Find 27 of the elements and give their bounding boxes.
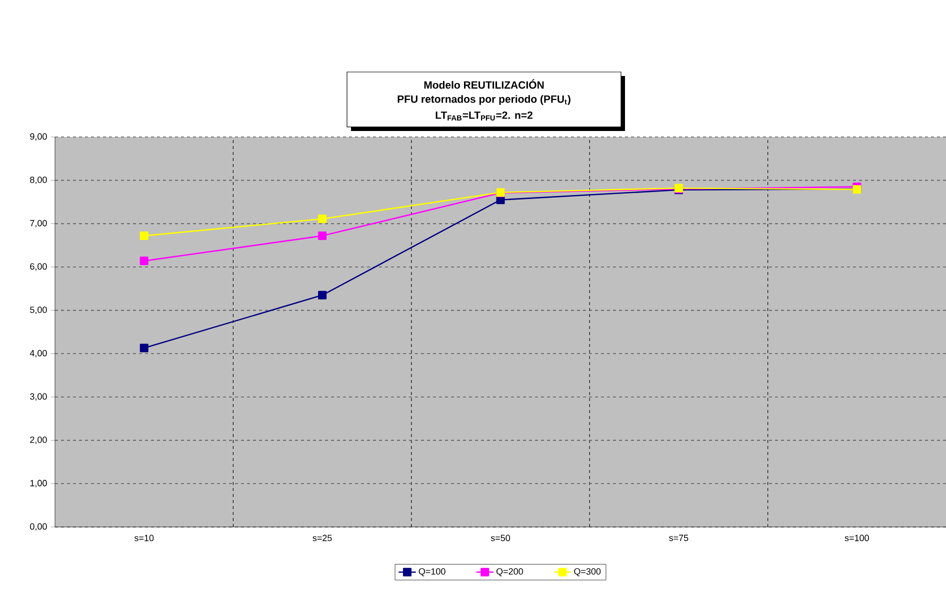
- y-tick-label: 6,00: [30, 263, 47, 271]
- y-tick-label: 3,00: [30, 393, 47, 401]
- x-tick-label: s=25: [312, 534, 332, 542]
- y-tick-label: 4,00: [30, 350, 47, 358]
- y-tick-label: 1,00: [30, 480, 47, 488]
- legend-label: Q=200: [496, 568, 523, 576]
- y-tick-label: 2,00: [30, 436, 47, 444]
- point: [318, 232, 327, 240]
- point: [140, 256, 148, 266]
- point: [318, 214, 327, 224]
- x-tick-label: s=50: [490, 534, 510, 542]
- x-tick-label: s=75: [669, 534, 688, 542]
- legend-label: Q=300: [574, 568, 601, 576]
- y-tick-label: 7,00: [30, 220, 47, 228]
- chart-subtitle: PFU retornados por periodo (PFU$_{t}$): [398, 95, 570, 105]
- point: [318, 290, 327, 300]
- x-tick-label: s=10: [134, 534, 154, 542]
- point: [140, 344, 148, 352]
- point: [140, 232, 148, 240]
- y-tick-label: 0,00: [30, 523, 47, 531]
- legend-label: Q=100: [418, 568, 446, 576]
- y-tick-label: 8,00: [30, 176, 47, 184]
- y-tick-label: 9,00: [30, 133, 47, 141]
- chart-title: Modelo REUTILIZACIÓN: [424, 79, 544, 89]
- y-tick-label: 5,00: [30, 306, 47, 314]
- text: LT$_{FAB}$=LT$_{PFU}$=2. n=2: [436, 111, 532, 121]
- x-tick-label: s=100: [844, 534, 869, 542]
